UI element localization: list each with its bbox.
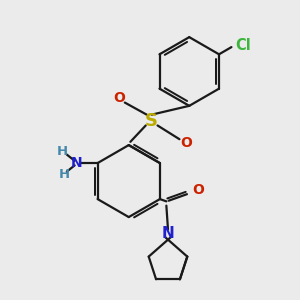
Text: S: S bbox=[145, 112, 158, 130]
Text: H: H bbox=[57, 145, 68, 158]
Text: H: H bbox=[58, 168, 70, 182]
Text: Cl: Cl bbox=[236, 38, 251, 52]
Text: O: O bbox=[114, 91, 125, 105]
Text: N: N bbox=[70, 156, 82, 170]
Text: O: O bbox=[193, 183, 204, 197]
Text: O: O bbox=[180, 136, 192, 151]
Text: N: N bbox=[162, 226, 174, 241]
